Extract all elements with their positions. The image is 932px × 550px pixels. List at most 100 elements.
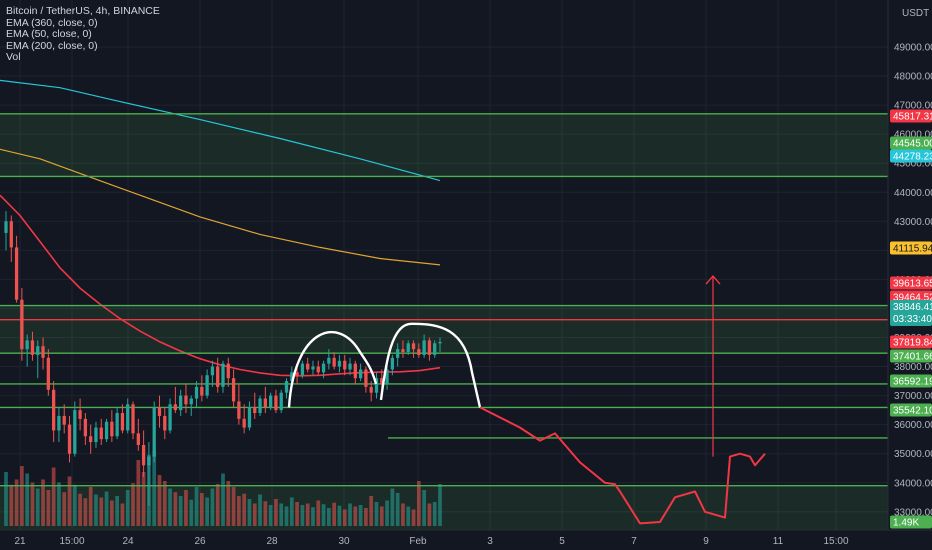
price-axis[interactable]: USDT32000.0033000.0034000.0035000.003600… [887, 0, 932, 550]
candle-body-47 [253, 407, 257, 414]
time-axis[interactable]: 21 15:00 24 26 28 30 Feb 3 5 7 9 11 15:00 [0, 529, 932, 550]
time-tick-8: 5 [559, 536, 565, 547]
price-tag-0 [890, 109, 932, 123]
volume-bar-75 [401, 503, 405, 526]
time-tick-3: 26 [194, 536, 206, 547]
volume-bar-18 [99, 497, 104, 526]
candle-body-52 [279, 392, 283, 411]
price-tag-1 [890, 136, 932, 150]
currency-label: USDT [902, 8, 929, 19]
price-tag-label-3: 41115.94 [893, 244, 932, 255]
candle-body-26 [141, 444, 146, 466]
volume-bar-78 [416, 481, 421, 526]
candle-body-70 [374, 378, 379, 393]
price-tag-3 [890, 241, 932, 255]
volume-bar-66 [353, 506, 358, 526]
volume-bar-67 [358, 505, 363, 526]
volume-bar-30 [162, 481, 167, 526]
volume-bar-35 [189, 499, 194, 526]
volume-bar-74 [395, 493, 400, 526]
user-drawings[interactable] [287, 274, 766, 525]
legend-volume[interactable]: Vol [6, 51, 21, 63]
target-arrow-head [705, 274, 721, 285]
volume-bar-76 [406, 506, 411, 526]
volume-bar-6 [35, 488, 40, 526]
volume-bar-24 [131, 483, 135, 526]
candle-body-13 [73, 410, 77, 454]
candle-body-58 [311, 366, 315, 370]
volume-bar-57 [305, 503, 310, 526]
candle-body-42 [226, 363, 230, 379]
time-tick-9: 7 [631, 536, 637, 547]
volume-bar-8 [46, 490, 51, 526]
candle-body-11 [62, 415, 66, 425]
price-tag-label-4: 39613.65 [893, 279, 932, 290]
volume-bar-56 [300, 505, 305, 526]
candle-body-2 [14, 247, 19, 300]
projection-path [479, 406, 766, 525]
volume-bar-31 [168, 488, 172, 526]
candle-body-6 [36, 346, 40, 355]
candle-body-16 [89, 436, 93, 443]
candle-body-1 [9, 221, 13, 248]
green-zone-0 [0, 113, 888, 177]
candle-body-81 [433, 343, 437, 355]
price-tags: 45817.31 44545.00 44278.23 41115.94 39613.65… [890, 109, 932, 529]
candle-body-78 [417, 349, 421, 355]
symbol-title[interactable]: Bitcoin / TetherUS, 4h, BINANCE [6, 5, 160, 17]
candle-body-32 [173, 404, 178, 411]
volume-bar-16 [88, 487, 93, 526]
volume-bar-14 [78, 493, 82, 526]
candle-body-35 [189, 398, 193, 405]
candle-body-17 [94, 427, 98, 443]
price-tag-10 [890, 403, 932, 417]
volume-bar-1 [9, 484, 14, 526]
candle-body-82 [438, 341, 442, 344]
candle-body-24 [131, 404, 135, 434]
volume-bar-4 [25, 473, 30, 526]
price-tick-11: 43000.00 [894, 217, 932, 228]
candle-body-30 [163, 415, 167, 431]
volume-bar-52 [279, 503, 284, 526]
price-tick-13: 45000.00 [894, 159, 932, 170]
time-tick-7: 3 [487, 536, 493, 547]
volume-bar-77 [411, 509, 416, 526]
candle-body-54 [290, 372, 294, 382]
volume-bar-46 [247, 499, 252, 526]
candle-body-21 [115, 413, 119, 437]
candle-body-28 [152, 407, 156, 457]
candle-body-72 [385, 369, 389, 384]
candle-body-3 [20, 299, 24, 350]
candle-body-9 [51, 389, 56, 431]
volume-bar-70 [374, 502, 379, 526]
legend-ema-360[interactable]: EMA (360, close, 0) [6, 16, 98, 29]
price-tag-label-7: 37819.84 [893, 338, 932, 349]
candle-body-67 [358, 369, 363, 379]
price-tag-label-2: 44278.23 [893, 152, 932, 163]
volume-bar-65 [348, 503, 352, 526]
candle-body-76 [406, 343, 410, 353]
candle-body-31 [168, 404, 172, 431]
price-tag-label-11: 1.49K [893, 518, 919, 529]
volume-bar-53 [284, 506, 289, 526]
price-tag-timer: 03:33:40 [893, 314, 932, 325]
candle-body-77 [411, 343, 416, 350]
legend-ema-50[interactable]: EMA (50, close, 0) [6, 28, 92, 40]
price-tag-7 [890, 335, 932, 349]
volume-bar-49 [263, 501, 268, 526]
candle-body-43 [231, 378, 236, 402]
candle-body-15 [83, 418, 88, 437]
legend-ema-200[interactable]: EMA (200, close, 0) [6, 39, 98, 52]
candle-body-12 [67, 424, 72, 454]
candle-body-79 [422, 340, 426, 355]
candle-body-55 [295, 372, 299, 376]
candle-body-51 [274, 395, 278, 411]
volume-bar-39 [210, 488, 215, 526]
price-tag-4 [890, 276, 932, 290]
candle-body-74 [396, 349, 400, 358]
candle-body-46 [247, 407, 252, 428]
volume-bar-82 [438, 484, 442, 526]
price-tick-2: 34000.00 [894, 478, 932, 489]
candle-body-37 [200, 386, 204, 396]
